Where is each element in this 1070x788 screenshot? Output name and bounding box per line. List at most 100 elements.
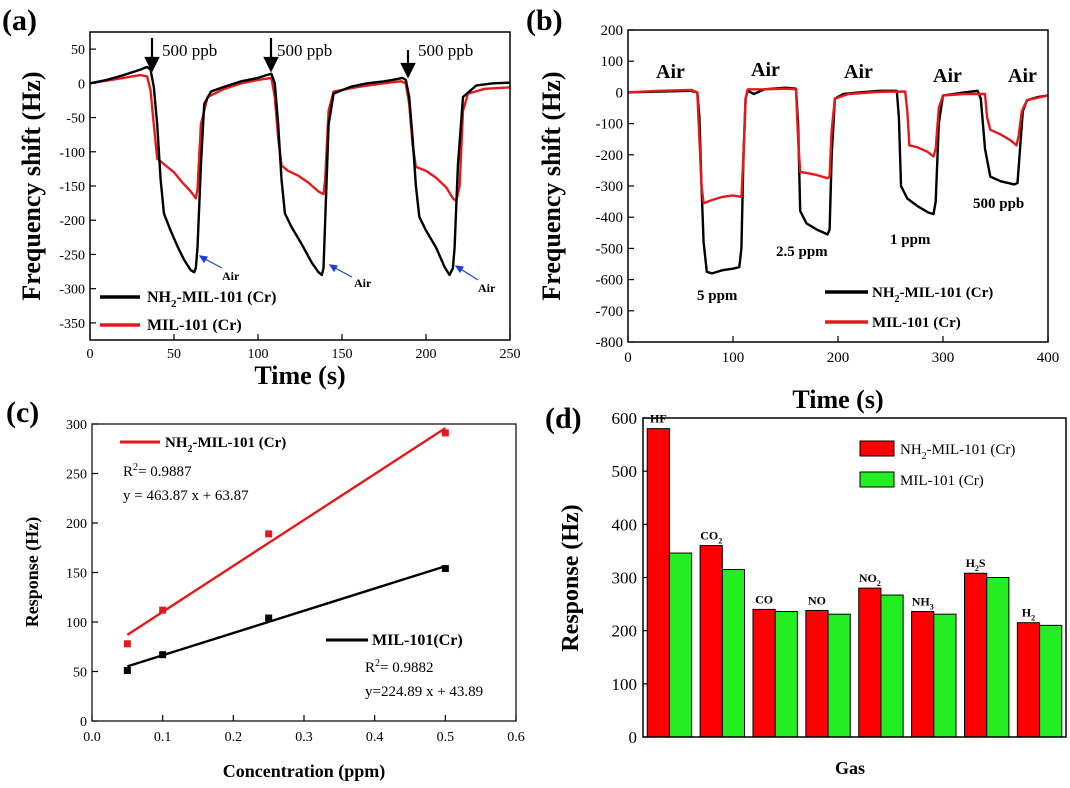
bar	[986, 577, 1010, 738]
y-tick-label: 300	[66, 418, 87, 433]
panel-b-legend-label-2: MIL-101 (Cr)	[872, 315, 961, 331]
bar	[880, 594, 904, 738]
panel-b-conc-4: 500 ppb	[973, 196, 1024, 212]
y-tick-label: -200	[596, 148, 624, 164]
arrowhead-2	[263, 56, 279, 73]
panel-b-conc-1: 5 ppm	[697, 288, 738, 304]
panel-a-series	[89, 65, 511, 277]
air-arrow-2	[332, 266, 353, 278]
bar-category-label: NO2	[859, 571, 881, 588]
x-tick-label: 400	[1037, 350, 1060, 366]
bar	[827, 613, 851, 738]
bar	[668, 552, 693, 738]
panel-c-r2-a: R2= 0.9887	[123, 462, 192, 480]
panel-d-legend-swatch-1	[859, 440, 895, 457]
y-tick-label: -600	[596, 273, 624, 289]
data-point	[441, 429, 449, 437]
panel-d-xlabel: Gas	[835, 758, 865, 778]
panel-d-legend-label-2: MIL-101 (Cr)	[900, 473, 984, 489]
panel-d-legend-swatch-2	[859, 471, 895, 488]
y-tick-label: 0	[616, 85, 624, 101]
y-tick-label: 500	[612, 462, 638, 481]
panel-c-frame	[91, 423, 517, 722]
x-tick-label: 200	[827, 350, 850, 366]
panel-a: 0 50 100 150 200 250 50 0 -50 -100 -150 -200 -250 -30…	[17, 31, 521, 390]
y-tick-label: -200	[59, 214, 85, 229]
panel-c: 0.0 0.1 0.2 0.3 0.4 0.5 0.6050100150200250300 …	[22, 418, 525, 782]
series-line	[89, 73, 511, 203]
panel-a-xlabel: Time (s)	[254, 361, 345, 390]
bar-category-label: H2	[1022, 606, 1035, 623]
bar	[1016, 622, 1041, 738]
panel-d-legend-label-1: NH2-MIL-101 (Cr)	[900, 442, 1015, 462]
panel-b-air-1: Air	[656, 61, 685, 83]
panel-a-air-1: Air	[222, 269, 240, 283]
y-tick-label: 200	[612, 622, 638, 641]
x-tick-label: 100	[248, 347, 269, 362]
data-point	[265, 530, 273, 538]
x-tick-label: 0.1	[154, 730, 172, 745]
panel-b-ylabel: Frequency shift (Hz)	[537, 71, 566, 300]
x-tick-label: 150	[332, 347, 353, 362]
panel-c-xlabel: Concentration (ppm)	[223, 761, 386, 782]
y-tick-label: -700	[596, 304, 624, 320]
panel-b-series	[627, 86, 1049, 275]
x-tick-label: 0	[87, 347, 94, 362]
panel-c-legend-label-1: NH2-MIL-101 (Cr)	[165, 435, 286, 455]
bar	[646, 428, 670, 738]
data-point	[123, 667, 131, 675]
x-tick-label: 0.6	[507, 730, 525, 745]
panel-b-axes: 0 100 200 300 400 200 100 0 -100 -200 -300 -400 -500…	[596, 23, 1060, 366]
panel-a-frame	[89, 31, 511, 341]
data-point	[159, 606, 167, 614]
panel-c-axes: 0.0 0.1 0.2 0.3 0.4 0.5 0.6 0 50 100 150 200 250 300	[66, 418, 525, 745]
x-tick-label: 300	[932, 350, 955, 366]
panel-b-air-5: Air	[1008, 65, 1037, 87]
bar-category-label: NH3	[912, 595, 934, 612]
panel-a-annotation-3: 500 ppb	[418, 41, 473, 60]
y-tick-label: -400	[596, 210, 624, 226]
series-line	[627, 87, 1049, 205]
x-tick-label: 200	[416, 347, 437, 362]
panel-a-ylabel: Frequency shift (Hz)	[17, 71, 46, 300]
panel-a-air-2: Air	[354, 276, 372, 290]
panel-a-legend-label-2: MIL-101 (Cr)	[147, 317, 242, 334]
panel-c-eq-b: y=224.89 x + 43.89	[365, 684, 483, 700]
air-arrow-1	[202, 257, 223, 269]
y-tick-label: 300	[612, 569, 638, 588]
panel-a-air-3: Air	[478, 281, 496, 295]
y-tick-label: -150	[59, 180, 85, 195]
data-point	[265, 614, 273, 622]
y-tick-label: 0	[629, 728, 638, 747]
y-tick-label: 50	[71, 43, 85, 58]
air-arrow-3	[458, 267, 479, 281]
panel-b-air-2: Air	[751, 59, 780, 81]
data-point	[123, 640, 131, 648]
y-tick-label: -300	[596, 179, 624, 195]
series-line	[89, 65, 511, 277]
panel-label-d: (d)	[545, 402, 582, 435]
panel-b: 0 100 200 300 400 200 100 0 -100 -200 -300 -400 -500…	[537, 23, 1059, 414]
panel-d-ylabel: Response (Hz)	[558, 504, 584, 651]
air-arrowhead-1	[198, 255, 208, 264]
panel-c-legend-label-2: MIL-101(Cr)	[372, 632, 463, 649]
series-line	[627, 86, 1049, 275]
y-tick-label: -100	[596, 117, 624, 133]
y-tick-label: 200	[66, 517, 87, 532]
panel-label-b: (b)	[526, 4, 563, 37]
x-tick-label: 50	[167, 347, 181, 362]
bar	[911, 611, 935, 738]
panel-b-air-4: Air	[933, 65, 962, 87]
panel-a-legend-label-1: NH2-MIL-101 (Cr)	[147, 289, 276, 310]
y-tick-label: -800	[596, 335, 624, 351]
y-tick-label: -250	[59, 248, 85, 263]
air-arrowhead-3	[454, 265, 464, 274]
panel-a-air-arrows	[198, 255, 479, 281]
y-tick-label: 150	[66, 567, 87, 582]
y-tick-label: -350	[59, 317, 85, 332]
y-tick-label: -300	[59, 283, 85, 298]
y-tick-label: 0	[78, 77, 85, 92]
bar	[752, 608, 776, 738]
bar	[774, 611, 798, 738]
